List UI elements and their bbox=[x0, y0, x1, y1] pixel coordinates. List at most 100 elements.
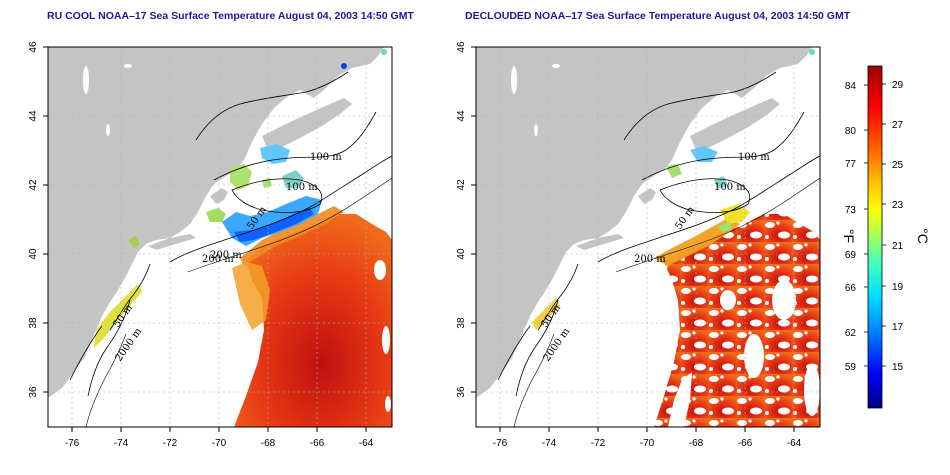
colorbar-c-tick: 19 bbox=[892, 282, 904, 293]
right-map-title: DECLOUDED NOAA–17 Sea Surface Temperatur… bbox=[465, 10, 851, 22]
cloud-gap bbox=[374, 260, 386, 280]
lat-tick-label: 44 bbox=[28, 110, 39, 122]
colorbar-gradient bbox=[867, 65, 883, 409]
lon-tick-label: -76 bbox=[493, 438, 508, 449]
sst-patch bbox=[341, 63, 347, 69]
lake bbox=[552, 64, 560, 68]
cloud-gap bbox=[804, 364, 820, 416]
lon-tick-label: -70 bbox=[212, 438, 227, 449]
nova-scotia bbox=[262, 98, 352, 150]
contour-label: 100 m bbox=[738, 152, 770, 163]
land-mass bbox=[476, 47, 812, 398]
sst-gom-patch bbox=[230, 164, 252, 190]
lat-tick-label: 40 bbox=[28, 248, 39, 260]
fahrenheit-unit-label: °F bbox=[841, 229, 857, 243]
cloud-gap bbox=[382, 326, 390, 354]
left-sst-map: 100 m 100 m 50 m 200 m 200 m 50 m 2000 m… bbox=[28, 41, 393, 449]
colorbar-ticks bbox=[864, 83, 886, 367]
contour-label: 200 m bbox=[634, 254, 666, 265]
colorbar-f-tick: 73 bbox=[845, 205, 857, 216]
graticule bbox=[48, 47, 392, 427]
lat-tick-label: 38 bbox=[456, 317, 467, 329]
temperature-colorbar: 84 80 77 73 69 66 62 59 29 27 25 23 21 1… bbox=[841, 65, 931, 409]
cloud-gap bbox=[668, 372, 692, 427]
sst-slope-water bbox=[232, 262, 270, 330]
axis-ticks bbox=[43, 46, 367, 432]
sst-georges-bank bbox=[206, 208, 226, 222]
lake bbox=[83, 66, 89, 94]
sst-georges-bank bbox=[718, 222, 732, 232]
lat-tick-label: 46 bbox=[456, 41, 467, 53]
colorbar-c-tick: 21 bbox=[892, 241, 904, 252]
bathymetry-contours-deep bbox=[513, 177, 820, 427]
lon-tick-label: -76 bbox=[65, 438, 80, 449]
sst-shelf-cool bbox=[720, 204, 750, 224]
colorbar-f-tick: 66 bbox=[845, 283, 857, 294]
sst-orange-band bbox=[654, 218, 740, 266]
colorbar-c-tick: 17 bbox=[892, 322, 904, 333]
contour-label: 100 m bbox=[310, 152, 342, 163]
lon-tick-label: -64 bbox=[787, 438, 802, 449]
lat-tick-label: 46 bbox=[28, 41, 39, 53]
colorbar-f-tick: 59 bbox=[845, 362, 857, 373]
lat-tick-label: 42 bbox=[28, 179, 39, 191]
colorbar-f-tick: 69 bbox=[845, 250, 857, 261]
lat-tick-label: 40 bbox=[456, 248, 467, 260]
lon-tick-label: -64 bbox=[359, 438, 374, 449]
lon-tick-label: -66 bbox=[738, 438, 753, 449]
lon-tick-label: -66 bbox=[310, 438, 325, 449]
lon-tick-label: -70 bbox=[640, 438, 655, 449]
lat-tick-label: 44 bbox=[456, 110, 467, 122]
axis-ticks bbox=[471, 46, 795, 432]
graticule bbox=[476, 47, 820, 427]
colorbar-c-tick: 15 bbox=[892, 362, 904, 373]
map-frame bbox=[47, 46, 393, 428]
colorbar-f-tick: 62 bbox=[845, 328, 857, 339]
contour-label: 100 m bbox=[714, 182, 746, 193]
cloud-gap bbox=[772, 280, 796, 320]
long-island bbox=[576, 234, 624, 250]
lake bbox=[534, 124, 538, 136]
cloud-gap bbox=[385, 396, 391, 412]
nova-scotia bbox=[690, 98, 780, 150]
lat-tick-label: 42 bbox=[456, 179, 467, 191]
lon-tick-label: -72 bbox=[591, 438, 606, 449]
cape-cod bbox=[638, 188, 656, 204]
lat-tick-label: 38 bbox=[28, 317, 39, 329]
colorbar-c-tick: 27 bbox=[892, 120, 904, 131]
land-mass bbox=[48, 47, 384, 398]
colorbar-c-tick: 25 bbox=[892, 160, 904, 171]
cloud-gap bbox=[720, 290, 736, 310]
lon-tick-label: -74 bbox=[114, 438, 129, 449]
lat-tick-label: 36 bbox=[28, 386, 39, 398]
sst-nearshore bbox=[128, 236, 140, 248]
left-map-title: RU COOL NOAA–17 Sea Surface Temperature … bbox=[47, 10, 414, 22]
colorbar-c-tick: 29 bbox=[892, 80, 904, 91]
lon-tick-label: -74 bbox=[542, 438, 557, 449]
cape-cod bbox=[210, 188, 228, 204]
colorbar-f-tick: 80 bbox=[845, 126, 857, 137]
lon-tick-label: -72 bbox=[163, 438, 178, 449]
bathymetry-contours bbox=[69, 71, 392, 397]
lake bbox=[106, 124, 110, 136]
lake bbox=[511, 66, 517, 94]
long-island bbox=[148, 234, 196, 250]
contour-label: 200 m bbox=[210, 250, 242, 261]
contour-label: 100 m bbox=[286, 182, 318, 193]
sst-warm-water bbox=[234, 214, 392, 427]
bathymetry-contours bbox=[497, 71, 820, 397]
sst-patch bbox=[809, 49, 815, 55]
sst-gom-patch bbox=[690, 146, 718, 162]
sst-warm-water bbox=[654, 214, 820, 427]
celsius-unit-label: °C bbox=[915, 228, 931, 244]
right-sst-map: 100 m 100 m 50 m 200 m 50 m 2000 m -76 -… bbox=[456, 41, 821, 449]
contour-label: 200 m bbox=[202, 254, 234, 265]
cloud-gap bbox=[744, 334, 764, 378]
colorbar-c-tick: 23 bbox=[892, 200, 904, 211]
lon-tick-label: -68 bbox=[689, 438, 704, 449]
map-frame bbox=[475, 46, 821, 428]
lake bbox=[124, 64, 132, 68]
bathymetry-contours-deep bbox=[85, 177, 392, 427]
lon-tick-label: -68 bbox=[261, 438, 276, 449]
